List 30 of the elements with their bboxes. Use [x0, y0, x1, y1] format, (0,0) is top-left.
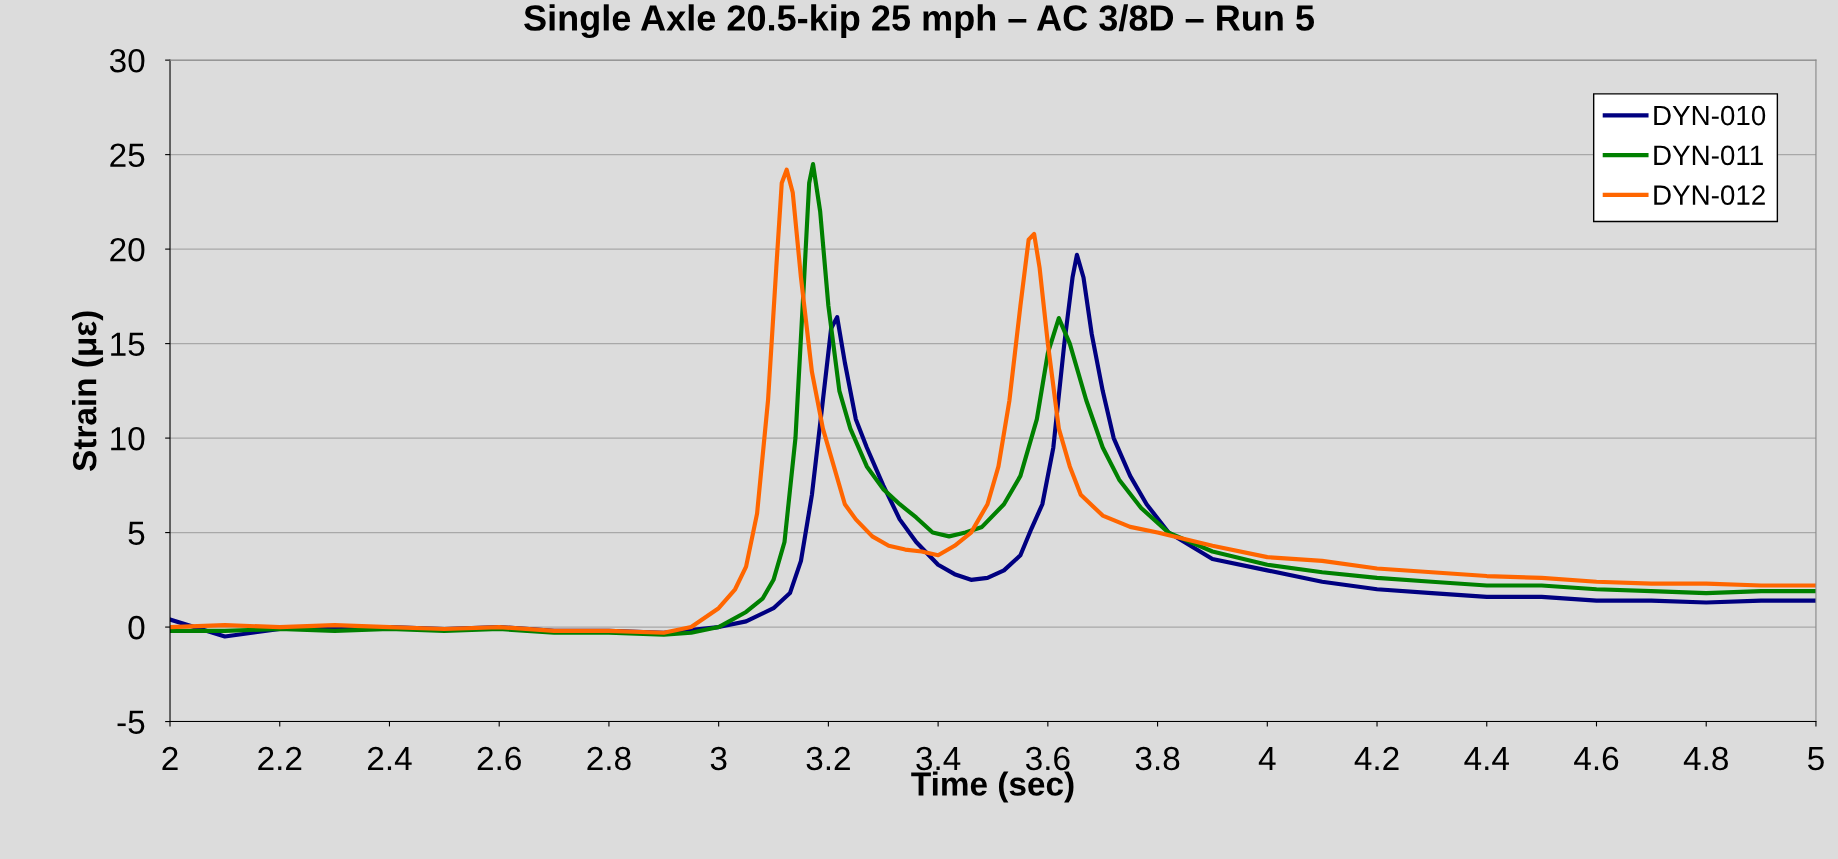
x-tick-label: 4.8: [1683, 746, 1728, 771]
y-tick-label: 15: [111, 332, 145, 357]
x-tick-label: 3.2: [806, 746, 850, 771]
x-tick-label: 3: [710, 746, 727, 771]
x-axis-title: Time (sec): [911, 771, 1074, 803]
x-tick-label: 2.6: [477, 746, 521, 771]
y-tick-label: 20: [110, 237, 145, 262]
legend-label: DYN-012: [1654, 185, 1765, 205]
x-tick-label: 3.4: [916, 746, 961, 771]
chart-title: Single Axle 20.5-kip 25 mph – AC 3/8D – Run 5: [524, 4, 1315, 39]
x-tick-label: 3.8: [1135, 746, 1180, 771]
y-tick-label: 25: [110, 143, 145, 168]
x-tick-label: 5: [1808, 747, 1824, 771]
y-tick-label: 5: [128, 521, 145, 545]
x-tick-label: 2.2: [258, 746, 302, 771]
y-axis-title: Strain (με): [72, 311, 104, 471]
x-tick-label: 2: [162, 746, 178, 771]
y-tick-label: -5: [117, 710, 145, 734]
y-tick-label: 30: [109, 48, 145, 73]
y-tick-label: 0: [128, 615, 145, 640]
x-tick-label: 4.4: [1464, 747, 1509, 771]
legend-label: DYN-010: [1654, 105, 1766, 126]
x-tick-label: 4: [1258, 747, 1276, 771]
x-tick-label: 4.6: [1574, 746, 1619, 771]
y-tick-label: 10: [111, 426, 145, 451]
x-tick-label: 2.4: [367, 746, 412, 771]
legend-label: DYN-011: [1654, 145, 1763, 166]
x-tick-label: 4.2: [1354, 746, 1399, 771]
x-tick-label: 2.8: [587, 746, 631, 771]
x-tick-label: 3.6: [1025, 746, 1070, 771]
